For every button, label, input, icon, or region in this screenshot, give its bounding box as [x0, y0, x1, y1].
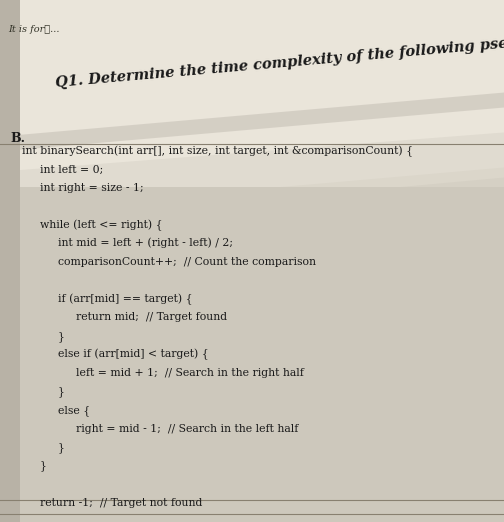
Polygon shape — [0, 92, 504, 152]
Polygon shape — [0, 0, 504, 232]
Text: It is forب...: It is forب... — [8, 25, 59, 34]
Text: }: } — [58, 331, 65, 342]
Text: }: } — [40, 460, 47, 471]
Text: Q1. Determine the time complexity of the following pseudocodes.: Q1. Determine the time complexity of the… — [55, 29, 504, 90]
Text: }: } — [58, 386, 65, 397]
Text: B.: B. — [10, 132, 25, 145]
Polygon shape — [0, 0, 504, 172]
Text: return mid;  // Target found: return mid; // Target found — [76, 313, 227, 323]
Text: int left = 0;: int left = 0; — [40, 164, 103, 174]
Text: int mid = left + (right - left) / 2;: int mid = left + (right - left) / 2; — [58, 238, 233, 248]
Text: left = mid + 1;  // Search in the right half: left = mid + 1; // Search in the right h… — [76, 368, 304, 378]
Text: int binarySearch(int arr[], int size, int target, int &comparisonCount) {: int binarySearch(int arr[], int size, in… — [22, 146, 413, 157]
Text: else if (arr[mid] < target) {: else if (arr[mid] < target) { — [58, 349, 209, 360]
Text: }: } — [58, 442, 65, 453]
Text: comparisonCount++;  // Count the comparison: comparisonCount++; // Count the comparis… — [58, 257, 316, 267]
Polygon shape — [0, 0, 504, 182]
Text: else {: else { — [58, 405, 90, 416]
Bar — [20, 187, 504, 522]
Polygon shape — [0, 167, 504, 522]
Text: if (arr[mid] == target) {: if (arr[mid] == target) { — [58, 293, 193, 305]
Text: right = mid - 1;  // Search in the left half: right = mid - 1; // Search in the left h… — [76, 423, 298, 433]
Bar — [0, 0, 20, 522]
Text: int right = size - 1;: int right = size - 1; — [40, 183, 144, 193]
Polygon shape — [20, 177, 504, 522]
Text: while (left <= right) {: while (left <= right) { — [40, 219, 162, 231]
Text: return -1;  // Target not found: return -1; // Target not found — [40, 497, 203, 507]
